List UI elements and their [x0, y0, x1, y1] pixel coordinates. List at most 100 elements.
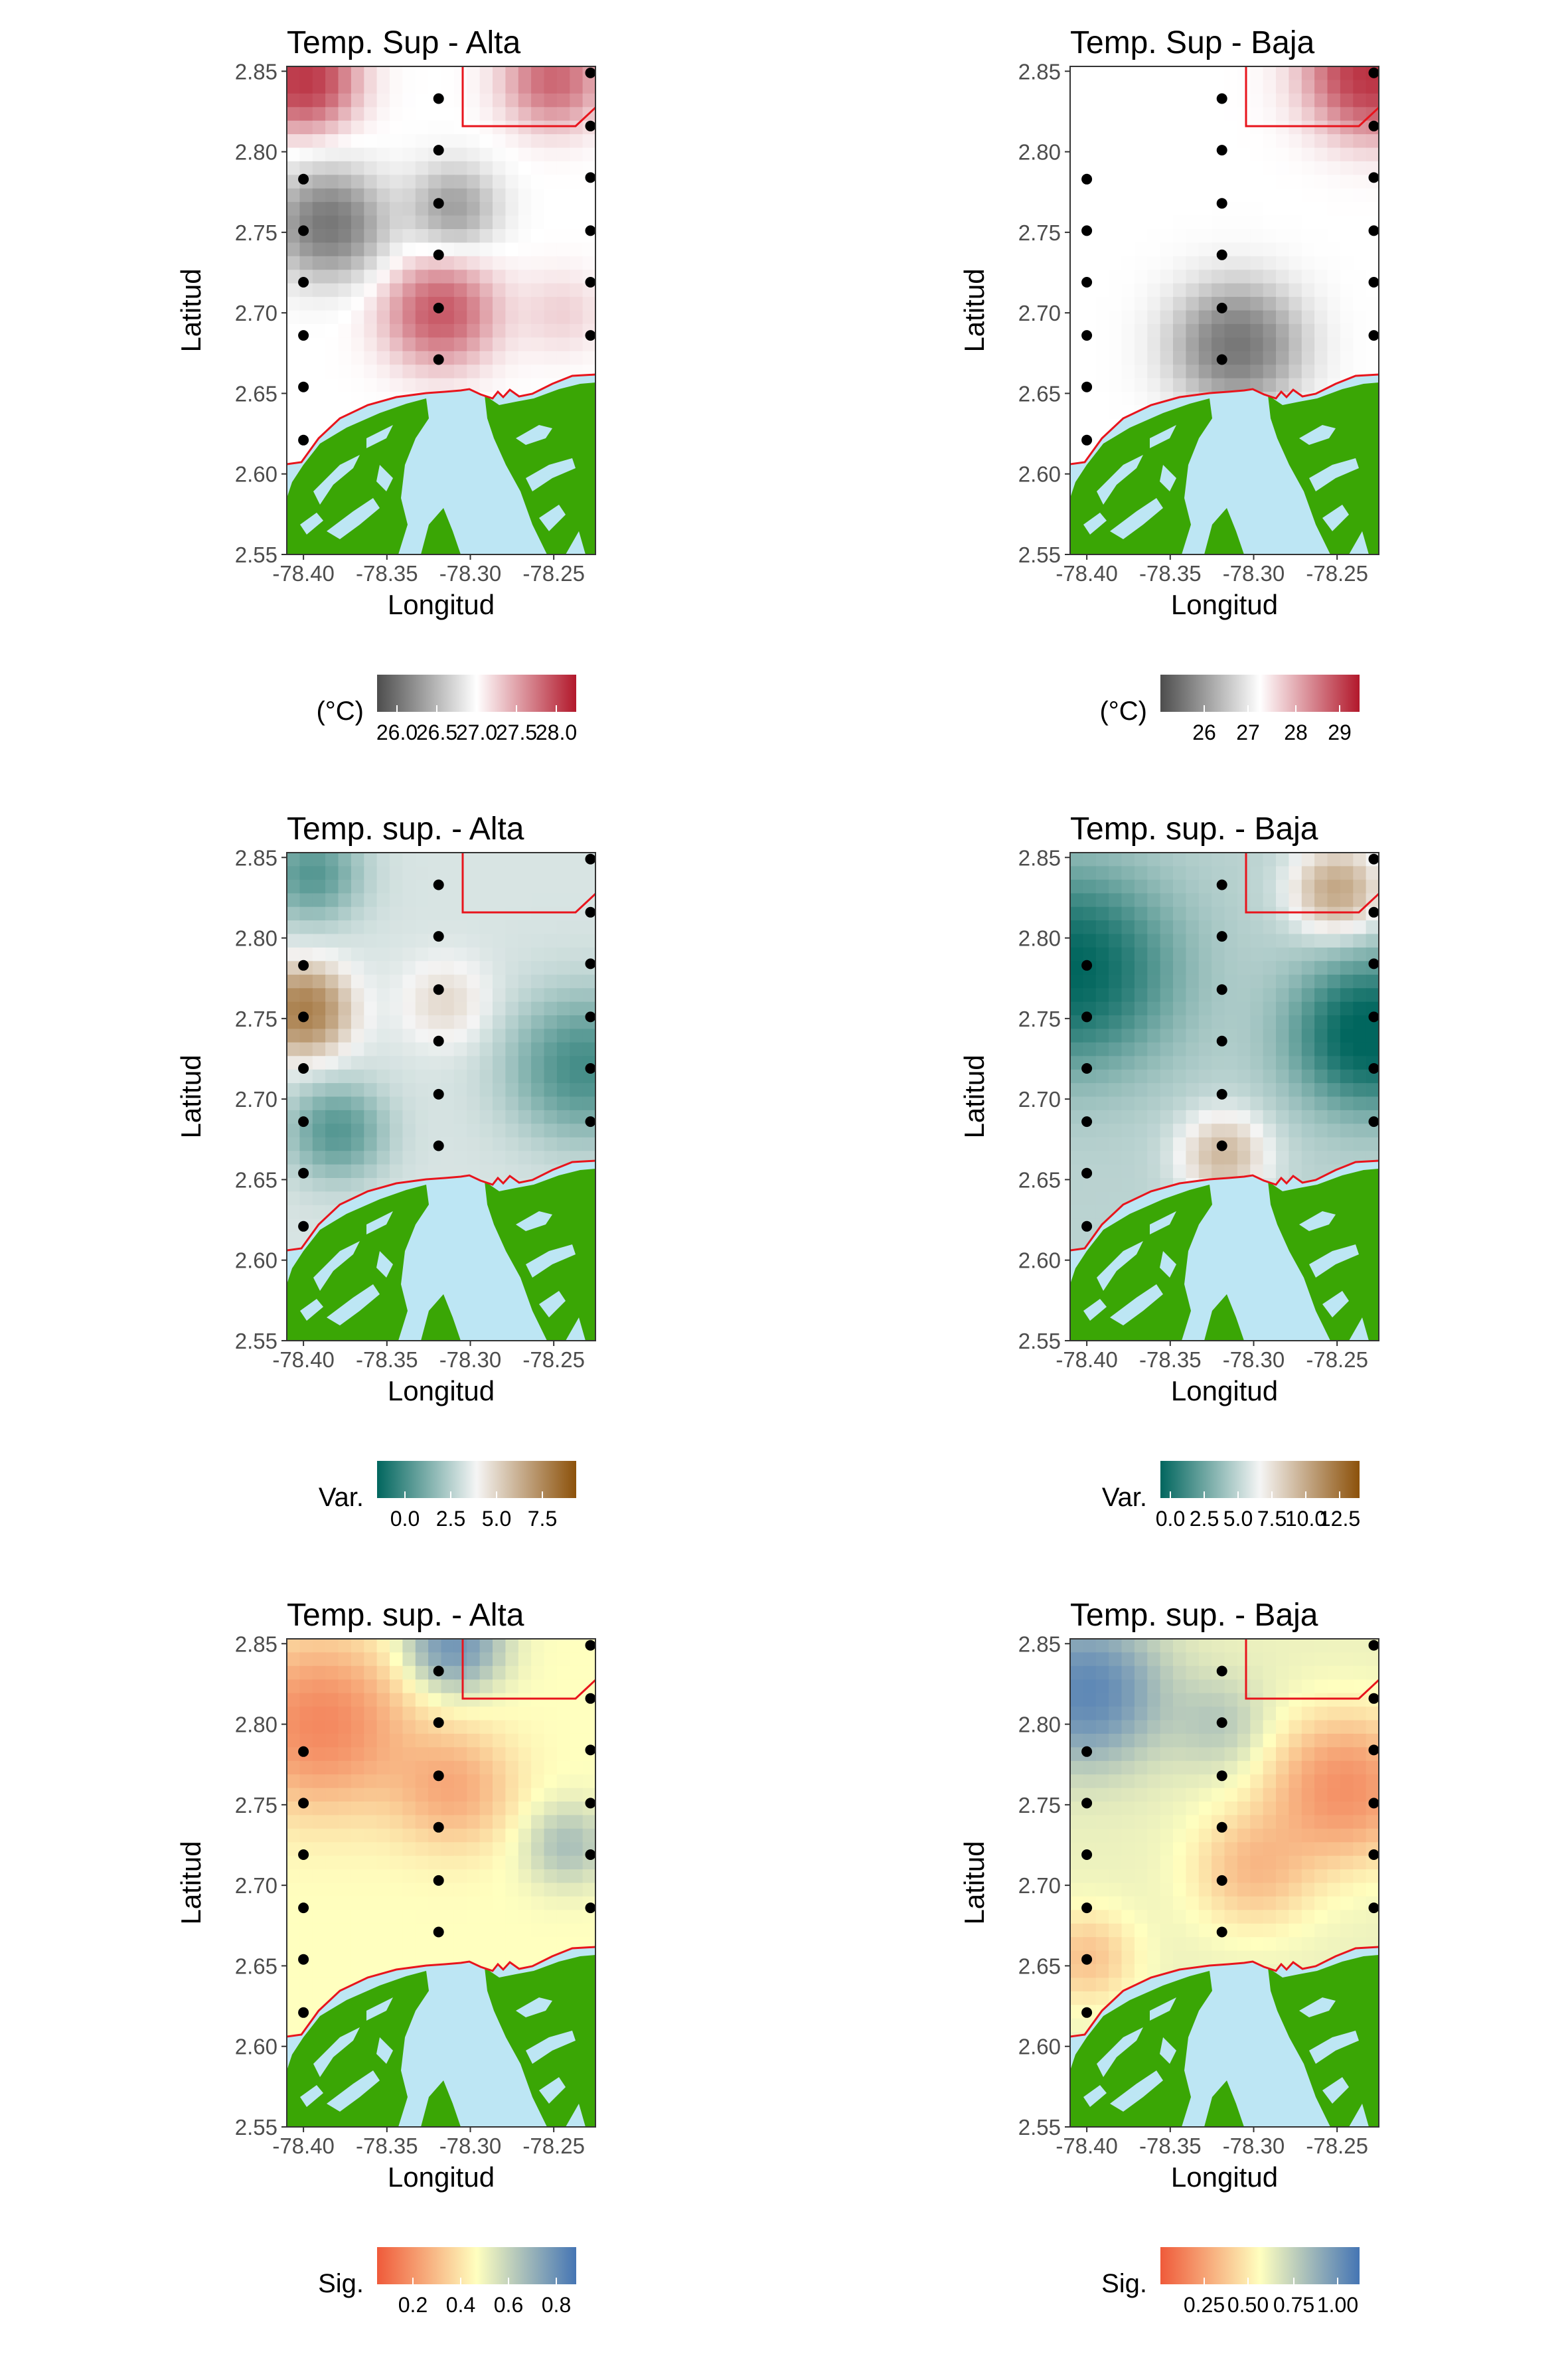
legend-tick-label: 29 — [1328, 720, 1352, 744]
station-point — [433, 931, 444, 942]
map-panel: Temp. sup. - Baja2.852.802.752.702.652.6… — [959, 811, 1379, 1531]
legend-tick-label: 0.0 — [1156, 1507, 1185, 1531]
x-tick-label: -78.30 — [439, 2134, 502, 2158]
legend-title: (°C) — [1099, 697, 1147, 726]
station-point — [298, 1849, 309, 1860]
map-panel: Temp. Sup - Alta2.852.802.752.702.652.60… — [175, 25, 596, 744]
station-point — [1369, 330, 1379, 341]
legend-tick-label: 0.75 — [1273, 2293, 1314, 2317]
y-tick-label: 2.80 — [235, 140, 277, 165]
y-axis-label: Latitud — [959, 268, 990, 352]
map-panel: Temp. sup. - Alta2.852.802.752.702.652.6… — [175, 811, 596, 1531]
y-tick-label: 2.75 — [235, 1007, 277, 1031]
station-point — [433, 1089, 444, 1100]
map-panel: Temp. sup. - Baja2.852.802.752.702.652.6… — [959, 1598, 1379, 2317]
station-point — [1217, 1036, 1227, 1047]
x-tick-label: -78.30 — [1223, 2134, 1285, 2158]
x-axis-label: Longitud — [1171, 1375, 1278, 1406]
panel-title: Temp. sup. - Baja — [1070, 811, 1318, 847]
x-tick-label: -78.40 — [1056, 1347, 1118, 1372]
x-axis-label: Longitud — [1171, 589, 1278, 620]
legend-tick-label: 0.4 — [446, 2293, 475, 2317]
station-point — [1217, 94, 1227, 104]
station-point — [586, 1116, 596, 1127]
x-axis-label: Longitud — [388, 1375, 495, 1406]
y-tick-label: 2.55 — [1018, 1329, 1061, 1353]
station-point — [1217, 1141, 1227, 1151]
station-point — [1081, 435, 1092, 446]
legend-tick-label: 2.5 — [1190, 1507, 1219, 1531]
x-tick-label: -78.30 — [1223, 1347, 1285, 1372]
panel-title: Temp. sup. - Alta — [287, 811, 524, 847]
station-point — [1217, 355, 1227, 365]
station-point — [586, 854, 596, 865]
station-point — [1217, 250, 1227, 260]
y-tick-label: 2.80 — [1018, 140, 1061, 165]
y-tick-label: 2.55 — [1018, 2115, 1061, 2140]
legend-tick-label: 7.5 — [1257, 1507, 1287, 1531]
y-tick-label: 2.60 — [1018, 2035, 1061, 2059]
legend-title: Sig. — [1101, 2269, 1147, 2298]
station-point — [1369, 225, 1379, 236]
station-point — [586, 121, 596, 131]
y-tick-label: 2.75 — [235, 220, 277, 245]
station-point — [1217, 1089, 1227, 1100]
y-tick-label: 2.85 — [235, 1632, 277, 1656]
panel-title: Temp. Sup - Alta — [287, 25, 520, 60]
station-point — [298, 225, 309, 236]
station-point — [433, 1036, 444, 1047]
station-point — [433, 198, 444, 209]
y-tick-label: 2.55 — [235, 1329, 277, 1353]
station-point — [1369, 1849, 1379, 1860]
station-point — [1369, 1798, 1379, 1808]
station-point — [586, 1011, 596, 1022]
legend-tick-label: 28.0 — [536, 720, 577, 744]
station-point — [586, 277, 596, 288]
x-tick-label: -78.35 — [356, 1347, 418, 1372]
station-point — [298, 1746, 309, 1757]
legend-tick-label: 5.0 — [1223, 1507, 1253, 1531]
map-panel: Temp. sup. - Alta2.852.802.752.702.652.6… — [175, 1598, 596, 2317]
station-point — [1081, 1116, 1092, 1127]
station-point — [586, 958, 596, 969]
station-point — [298, 960, 309, 971]
station-point — [298, 1902, 309, 1913]
station-point — [586, 68, 596, 78]
x-tick-label: -78.25 — [522, 1347, 585, 1372]
station-point — [1369, 1902, 1379, 1913]
x-tick-label: -78.25 — [522, 561, 585, 586]
station-point — [1369, 277, 1379, 288]
y-tick-label: 2.55 — [235, 2115, 277, 2140]
x-tick-label: -78.30 — [439, 561, 502, 586]
station-point — [298, 382, 309, 392]
legend-tick-label: 2.5 — [436, 1507, 465, 1531]
station-point — [298, 1011, 309, 1022]
station-point — [586, 225, 596, 236]
x-axis-label: Longitud — [1171, 2161, 1278, 2193]
station-point — [433, 250, 444, 260]
legend-tick-label: 0.6 — [494, 2293, 523, 2317]
station-point — [586, 1640, 596, 1651]
station-point — [1217, 1927, 1227, 1938]
y-tick-label: 2.70 — [235, 1873, 277, 1898]
x-tick-label: -78.25 — [1306, 561, 1368, 586]
station-point — [1081, 277, 1092, 288]
station-point — [586, 1063, 596, 1074]
y-tick-label: 2.85 — [1018, 59, 1061, 84]
panel-title: Temp. sup. - Baja — [1070, 1598, 1318, 1633]
station-point — [433, 1927, 444, 1938]
x-tick-label: -78.25 — [1306, 2134, 1368, 2158]
y-tick-label: 2.70 — [1018, 301, 1061, 325]
legend-colorbar — [1160, 675, 1360, 712]
station-point — [1217, 931, 1227, 942]
station-point — [1081, 1221, 1092, 1232]
legend-tick-label: 27.0 — [456, 720, 497, 744]
station-point — [1217, 145, 1227, 155]
station-point — [1081, 2007, 1092, 2018]
legend-tick-label: 7.5 — [528, 1507, 557, 1531]
y-tick-label: 2.65 — [235, 1167, 277, 1192]
y-tick-label: 2.80 — [235, 926, 277, 951]
